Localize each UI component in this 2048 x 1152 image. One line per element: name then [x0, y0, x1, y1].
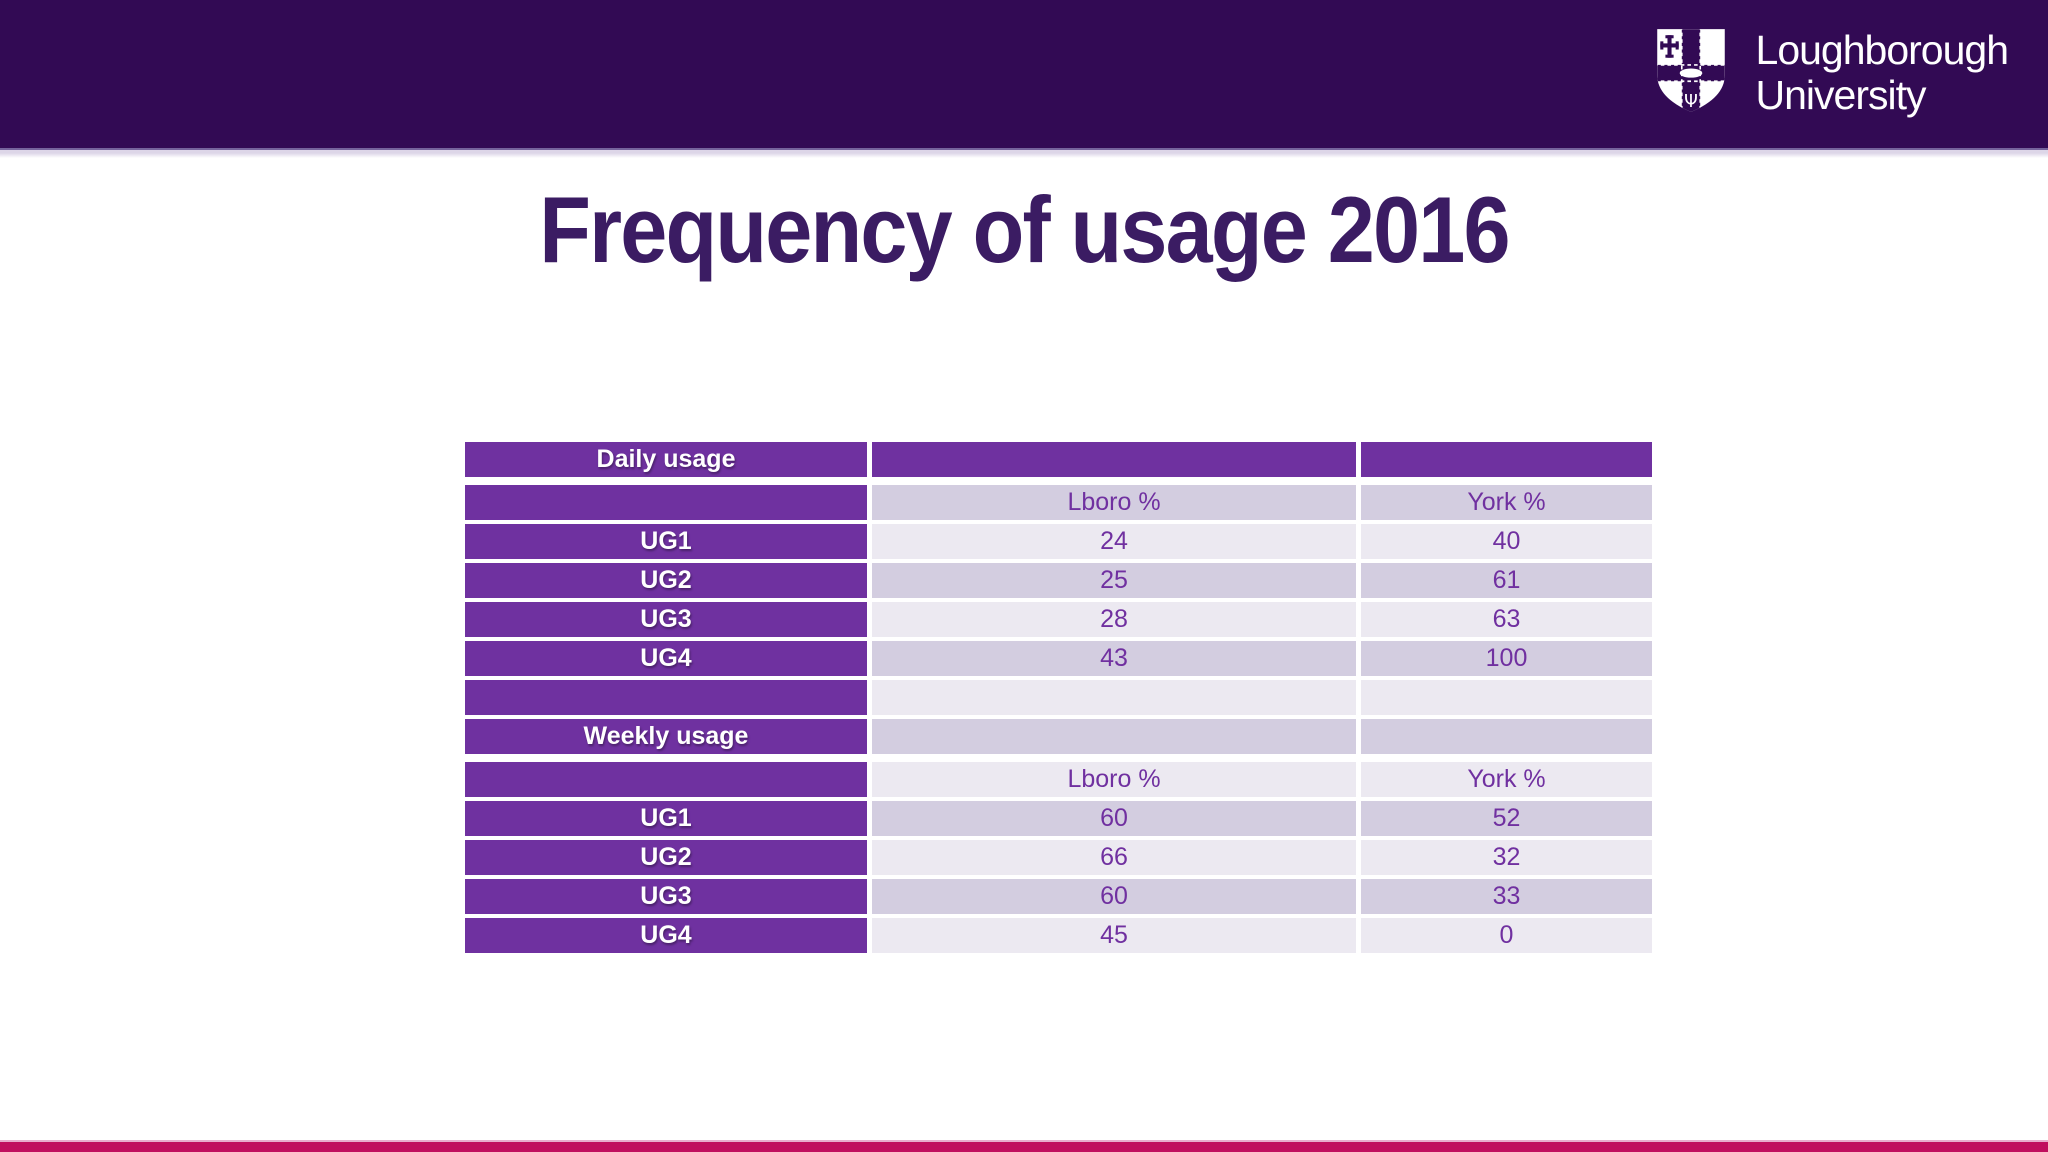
table-cell [872, 719, 1356, 754]
table-cell-row-label: UG1 [465, 801, 867, 836]
table-cell-column-header: York % [1361, 762, 1652, 797]
table-cell-row-label: UG3 [465, 879, 867, 914]
table-cell [465, 680, 867, 715]
logo-text-line2: University [1755, 71, 1927, 118]
table-cell [465, 762, 867, 797]
table-cell-value: 66 [872, 840, 1356, 875]
banner-divider [0, 148, 2048, 158]
table-row-daily-columns: Lboro % York % [465, 485, 1655, 520]
footer-accent-bar [0, 1140, 2048, 1152]
table-cell-section-header: Daily usage [465, 442, 867, 477]
table-cell-value: 63 [1361, 602, 1652, 637]
svg-text:Ψ: Ψ [1684, 92, 1698, 112]
table-cell-column-header: Lboro % [872, 485, 1356, 520]
table-row: UG2 25 61 [465, 563, 1655, 598]
table-cell [1361, 719, 1652, 754]
table-cell-row-label: UG3 [465, 602, 867, 637]
table-cell-value: 25 [872, 563, 1356, 598]
table-cell-value: 61 [1361, 563, 1652, 598]
table-cell-value: 40 [1361, 524, 1652, 559]
table-cell-row-label: UG4 [465, 641, 867, 676]
table-cell-value: 43 [872, 641, 1356, 676]
table-row: UG1 24 40 [465, 524, 1655, 559]
table-cell-row-label: UG4 [465, 918, 867, 953]
table-cell [465, 485, 867, 520]
table-row: UG1 60 52 [465, 801, 1655, 836]
table-cell-row-label: UG2 [465, 563, 867, 598]
table-cell [872, 442, 1356, 477]
table-cell-value: 0 [1361, 918, 1652, 953]
table-cell-row-label: UG1 [465, 524, 867, 559]
table-row-weekly-header: Weekly usage [465, 719, 1655, 754]
table-cell-value: 60 [872, 801, 1356, 836]
table-cell [872, 680, 1356, 715]
table-row: UG3 60 33 [465, 879, 1655, 914]
table-row: UG4 43 100 [465, 641, 1655, 676]
table-cell-value: 100 [1361, 641, 1652, 676]
table-row-weekly-columns: Lboro % York % [465, 762, 1655, 797]
table-cell-value: 28 [872, 602, 1356, 637]
university-shield-icon: Ψ [1654, 26, 1728, 119]
table-cell-value: 24 [872, 524, 1356, 559]
table-row: UG3 28 63 [465, 602, 1655, 637]
table-cell-value: 33 [1361, 879, 1652, 914]
university-logo-text: Loughborough University [1755, 27, 2009, 118]
table-cell-section-header: Weekly usage [465, 719, 867, 754]
table-cell-value: 52 [1361, 801, 1652, 836]
table-cell-value: 32 [1361, 840, 1652, 875]
table-cell [1361, 442, 1652, 477]
university-logo: Ψ Loughborough University [1654, 26, 2009, 119]
table-cell-column-header: York % [1361, 485, 1652, 520]
table-row: UG2 66 32 [465, 840, 1655, 875]
table-cell-value: 60 [872, 879, 1356, 914]
table-cell-row-label: UG2 [465, 840, 867, 875]
table-row-daily-header: Daily usage [465, 442, 1655, 477]
table-row: UG4 45 0 [465, 918, 1655, 953]
table-cell-value: 45 [872, 918, 1356, 953]
header-banner: Ψ Loughborough University [0, 0, 2048, 148]
table-row-spacer [465, 680, 1655, 715]
table-cell-column-header: Lboro % [872, 762, 1356, 797]
logo-text-line1: Loughborough [1755, 27, 2009, 74]
page-title: Frequency of usage 2016 [539, 177, 1510, 282]
usage-table: Daily usage Lboro % York % UG1 24 40 UG2… [465, 442, 1655, 957]
table-cell [1361, 680, 1652, 715]
